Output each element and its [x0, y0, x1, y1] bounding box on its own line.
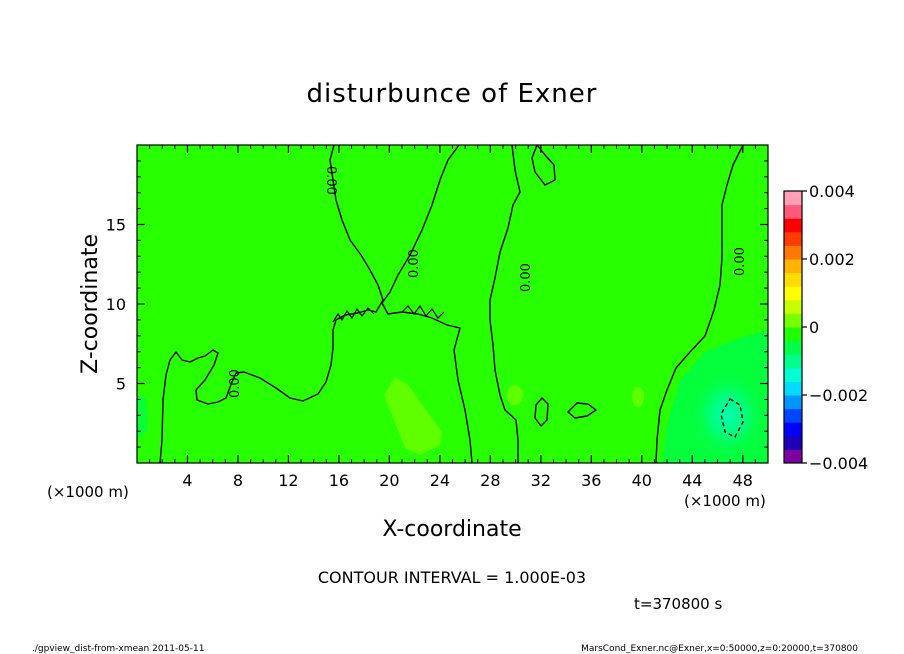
colorbar-swatch: [784, 313, 802, 328]
contour-label-4: 0.00: [733, 247, 748, 276]
warm-spot-2: [632, 387, 644, 407]
x-tick-label: 28: [480, 471, 500, 490]
colorbar-tick-label: 0.004: [809, 182, 855, 201]
x-tick-label: 8: [233, 471, 243, 490]
x-tick-label: 40: [632, 471, 652, 490]
contour-line-7: [567, 402, 597, 419]
colorbar-swatch: [784, 191, 802, 206]
colorbar-swatch: [784, 449, 802, 464]
colorbar-tick-label: 0.002: [809, 250, 855, 269]
cool-core: [692, 373, 764, 457]
x-axis-label: X-coordinate: [382, 517, 521, 542]
y-tick-label: 10: [106, 295, 126, 314]
y-tick-label: 5: [116, 375, 126, 394]
time-label: t=370800 s: [634, 595, 722, 613]
footer-right: MarsCond_Exner.nc@Exner,x=0:50000,z=0:20…: [581, 644, 858, 654]
ridge-noise: [332, 304, 445, 323]
x-tick-label: 20: [379, 471, 399, 490]
contour-line-6: [534, 397, 549, 427]
contour-label-5: 0.00: [228, 369, 243, 398]
colorbar-tick-label: −0.004: [809, 454, 868, 473]
y-axis-label: Z-coordinate: [78, 234, 103, 374]
contour-line-4: [531, 145, 556, 186]
y-axis: 5 10 15: [106, 160, 768, 448]
x-tick-label: 44: [682, 471, 702, 490]
colorbar-swatch: [784, 272, 802, 287]
colorbar-swatch: [784, 231, 802, 246]
colorbar-swatch: [784, 218, 802, 233]
colorbar-swatch: [784, 299, 802, 314]
colorbar-swatch: [784, 327, 802, 342]
x-tick-label: 24: [430, 471, 450, 490]
x-tick-label: 12: [278, 471, 298, 490]
contour-line-1: [159, 145, 384, 463]
x-tick-label: 36: [581, 471, 601, 490]
x-unit-right: (×1000 m): [684, 492, 766, 510]
chart-title: disturbunce of Exner: [307, 79, 598, 109]
colorbar: 0.004 0.002 0 −0.002 −0.004: [783, 182, 868, 473]
colorbar-swatch: [784, 395, 802, 410]
colorbar-tick-label: 0: [809, 318, 819, 337]
x-tick-label: 32: [531, 471, 551, 490]
x-tick-label: 16: [329, 471, 349, 490]
contour-line-5: [655, 145, 744, 463]
x-axis: 4 8 12 16 20 24 28 32 36 40 44 48: [149, 145, 756, 490]
colorbar-swatch: [784, 340, 802, 355]
cool-region-left: [137, 395, 148, 440]
colorbar-swatch: [784, 408, 802, 423]
contour-label-3: 0.00: [519, 263, 534, 292]
colorbar-swatch: [784, 422, 802, 437]
colorbar-swatch: [784, 367, 802, 382]
contour-label-2: 0.00: [407, 249, 422, 278]
colorbar-swatch: [784, 354, 802, 369]
contour-line-8: [720, 398, 744, 438]
colorbar-swatch: [784, 245, 802, 260]
contour-line-3: [489, 145, 521, 463]
colorbar-swatch: [784, 286, 802, 301]
footer-left: ./gpview_dist-from-xmean 2011-05-11: [32, 644, 204, 654]
colorbar-tick-label: −0.002: [809, 386, 868, 405]
plot-area: 0.00 0.00 0.00 0.00 0.00: [137, 145, 768, 463]
warm-spot-1: [507, 385, 523, 405]
colorbar-swatch: [784, 381, 802, 396]
warm-blob: [384, 377, 442, 455]
contour-interval: CONTOUR INTERVAL = 1.000E-03: [318, 568, 586, 587]
colorbar-swatch: [784, 259, 802, 274]
x-tick-label: 4: [182, 471, 192, 490]
colorbar-swatch: [784, 204, 802, 219]
contour-label-1: 0.00: [323, 166, 338, 195]
contour-line-2: [381, 145, 473, 463]
y-tick-label: 15: [106, 216, 126, 235]
x-unit-left: (×1000 m): [47, 483, 129, 501]
x-tick-label: 48: [733, 471, 753, 490]
colorbar-swatch: [784, 435, 802, 450]
field-background: [137, 145, 768, 463]
